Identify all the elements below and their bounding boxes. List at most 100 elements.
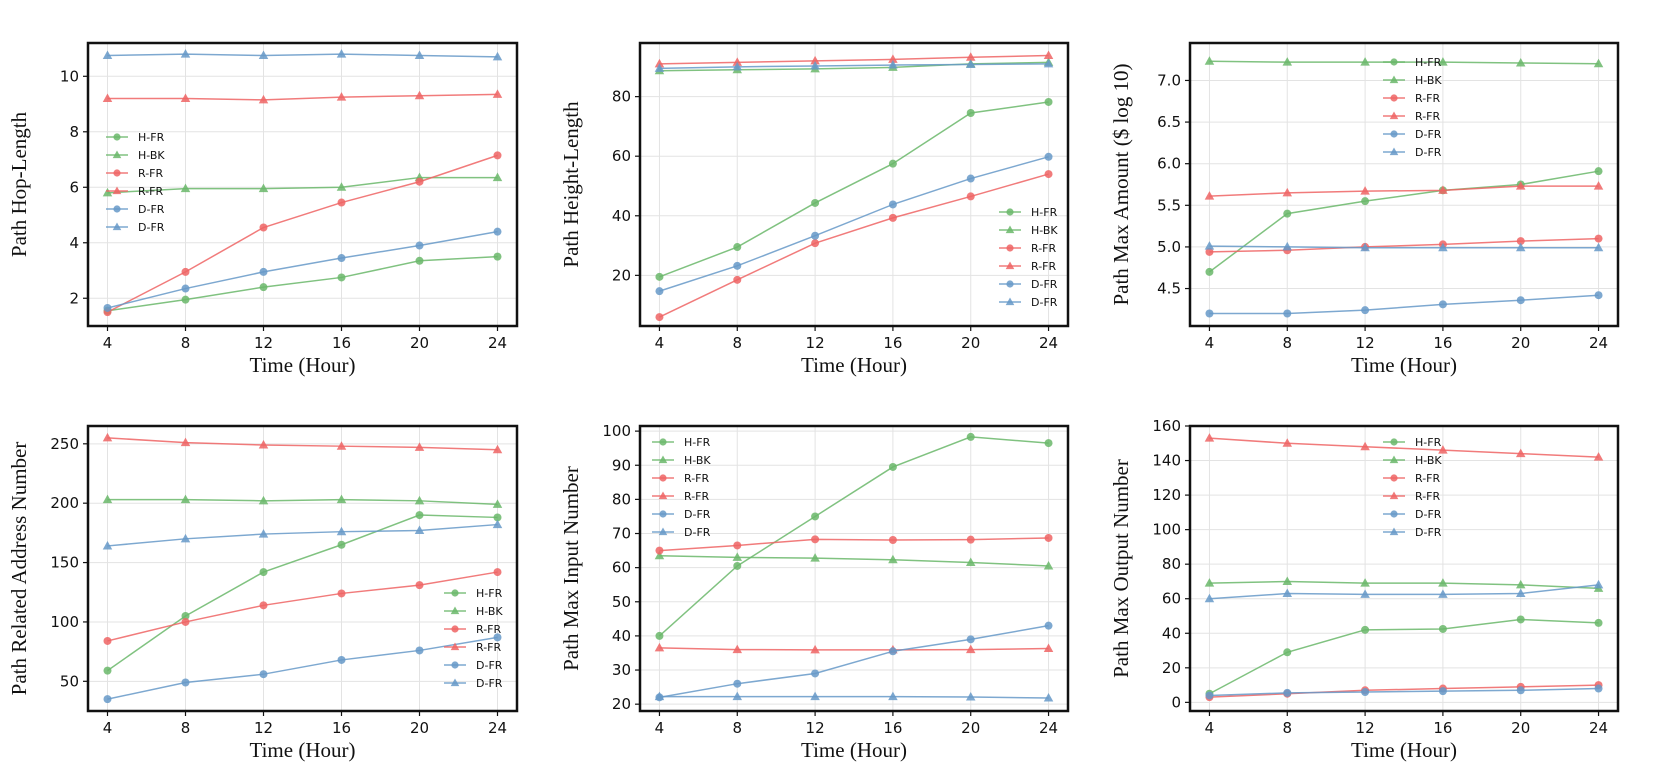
y-tick-label: 40 — [612, 627, 631, 645]
data-point — [1515, 579, 1526, 589]
data-point — [336, 92, 347, 101]
data-point — [415, 241, 424, 250]
data-point — [258, 183, 269, 193]
data-point — [1593, 452, 1604, 461]
data-point — [414, 525, 425, 534]
data-point — [1043, 58, 1054, 68]
series-h-fr-circle — [655, 432, 1053, 640]
series-r-fr-circle — [655, 533, 1053, 555]
data-point — [180, 437, 191, 447]
data-point — [415, 646, 424, 655]
x-tick-label: 8 — [181, 334, 191, 352]
data-point — [1283, 309, 1292, 318]
x-tick-label: 20 — [1511, 334, 1530, 352]
legend-label: H-FR — [1415, 436, 1442, 449]
legend-marker — [1390, 94, 1398, 102]
data-point — [1043, 643, 1054, 653]
data-point — [414, 50, 425, 59]
legend-label: D-FR — [138, 221, 165, 234]
legend-item: R-FR — [106, 185, 163, 198]
data-point — [259, 601, 268, 610]
x-tick-label: 24 — [488, 334, 507, 352]
x-axis-title: Time (Hour) — [801, 738, 907, 762]
x-axis-title: Time (Hour) — [801, 353, 907, 377]
data-point — [1043, 560, 1054, 570]
data-point — [1594, 234, 1603, 243]
legend-label: D-FR — [1415, 128, 1442, 141]
data-point — [336, 494, 347, 504]
legend-item: R-FR — [106, 167, 163, 180]
legend-marker — [1006, 280, 1014, 288]
data-point — [415, 177, 424, 186]
x-tick-label: 16 — [332, 334, 351, 352]
data-point — [181, 678, 190, 687]
data-point — [414, 90, 425, 100]
x-tick-label: 12 — [806, 334, 825, 352]
data-point — [810, 553, 820, 562]
data-point — [965, 52, 976, 61]
legend-marker — [1390, 58, 1398, 66]
series-line — [1209, 170, 1599, 273]
data-point — [966, 174, 975, 183]
data-point — [655, 546, 664, 555]
data-point — [181, 295, 190, 304]
data-point — [732, 552, 743, 561]
series-line — [1209, 584, 1599, 600]
data-point — [966, 109, 975, 118]
data-point — [180, 183, 191, 193]
data-point — [1593, 579, 1604, 589]
plot-frame — [86, 424, 519, 713]
series-line — [659, 647, 1049, 651]
legend-marker — [1005, 261, 1015, 270]
x-tick-label: 8 — [1282, 719, 1292, 737]
data-point — [965, 557, 976, 567]
data-point — [336, 182, 347, 191]
y-tick-label: 200 — [50, 494, 79, 512]
series-h-fr-circle — [1205, 615, 1603, 698]
data-point — [1044, 621, 1053, 630]
legend-label: R-FR — [1031, 242, 1056, 255]
series-line — [1209, 687, 1599, 697]
data-point — [1360, 186, 1370, 195]
legend-label: R-FR — [684, 472, 709, 485]
data-point — [1360, 242, 1370, 252]
data-point — [337, 655, 346, 664]
legend-marker — [451, 589, 459, 597]
series-h-bk-triangle — [1204, 576, 1604, 592]
legend-item: R-FR — [999, 242, 1056, 255]
series-d-fr-triangle — [654, 691, 1054, 702]
data-point — [888, 213, 897, 222]
legend-label: R-FR — [1415, 472, 1440, 485]
legend-marker — [1390, 510, 1398, 518]
legend-label: D-FR — [138, 203, 165, 216]
series-line — [107, 523, 498, 547]
x-tick-label: 20 — [961, 719, 980, 737]
series-d-fr-triangle — [1204, 241, 1604, 252]
data-point — [654, 58, 665, 68]
legend-item: D-FR — [1383, 508, 1442, 521]
legend-item: H-BK — [1383, 454, 1442, 467]
legend-marker — [113, 133, 121, 141]
legend-marker — [1389, 527, 1399, 536]
legend: H-FR H-BK R-FR R-FR D-FR D-FR — [652, 436, 711, 539]
legend-marker — [1389, 455, 1399, 464]
x-tick-label: 16 — [1433, 719, 1452, 737]
x-axis-title: Time (Hour) — [1351, 353, 1457, 377]
data-point — [1282, 438, 1293, 447]
data-point — [1593, 181, 1604, 190]
series-h-fr-circle — [655, 97, 1053, 281]
legend-item: R-FR — [652, 472, 709, 485]
data-point — [1438, 185, 1448, 194]
series-d-fr-circle — [103, 633, 502, 704]
legend-item: D-FR — [1383, 526, 1442, 539]
data-point — [1204, 56, 1215, 65]
data-point — [733, 541, 742, 550]
grid-lines — [1190, 425, 1618, 711]
y-tick-label: 160 — [1152, 417, 1181, 435]
legend-item: D-FR — [999, 296, 1058, 309]
data-point — [180, 49, 191, 58]
data-point — [103, 636, 112, 645]
legend-item: D-FR — [652, 526, 711, 539]
y-axis-title: Path Hop-Length — [7, 111, 31, 257]
data-point — [1283, 648, 1292, 657]
